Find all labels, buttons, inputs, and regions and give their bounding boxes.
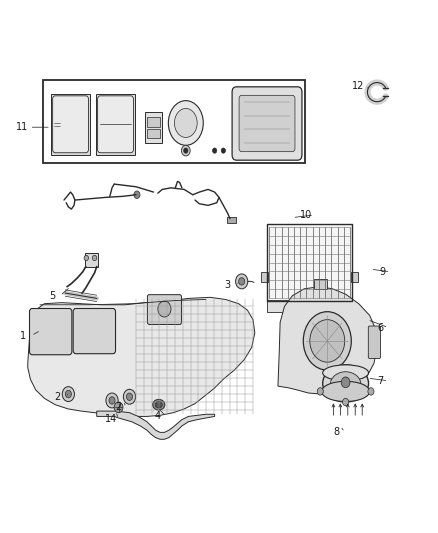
Circle shape (184, 148, 188, 154)
Ellipse shape (152, 399, 165, 410)
Bar (43, 80, 305, 163)
Circle shape (106, 393, 118, 408)
Bar (314, 279, 327, 289)
Text: 1: 1 (20, 330, 26, 341)
Ellipse shape (174, 108, 197, 138)
Circle shape (62, 386, 74, 401)
Circle shape (310, 320, 345, 362)
Circle shape (236, 274, 248, 289)
Bar (148, 117, 159, 127)
Circle shape (343, 398, 349, 406)
Circle shape (212, 148, 217, 154)
Bar (267, 300, 352, 312)
Circle shape (84, 255, 88, 261)
Text: 14: 14 (105, 414, 117, 424)
Circle shape (92, 255, 97, 261)
Polygon shape (51, 94, 90, 155)
FancyBboxPatch shape (368, 326, 381, 359)
Polygon shape (278, 287, 377, 394)
Text: 2: 2 (54, 392, 60, 402)
Bar (148, 129, 159, 139)
Polygon shape (267, 224, 352, 301)
Bar (85, 253, 98, 266)
Text: 7: 7 (378, 376, 384, 386)
Text: 8: 8 (334, 427, 340, 438)
Circle shape (368, 387, 374, 395)
Ellipse shape (323, 365, 368, 402)
Circle shape (134, 191, 140, 198)
Ellipse shape (330, 372, 361, 397)
Circle shape (341, 377, 350, 387)
Circle shape (221, 148, 226, 154)
Circle shape (114, 402, 123, 413)
Bar (227, 216, 236, 223)
FancyBboxPatch shape (239, 95, 295, 152)
Text: 2: 2 (116, 402, 122, 413)
Ellipse shape (323, 365, 368, 381)
Polygon shape (28, 297, 255, 416)
Text: 6: 6 (378, 322, 384, 333)
FancyBboxPatch shape (148, 295, 181, 325)
Text: 9: 9 (380, 267, 386, 277)
Ellipse shape (321, 381, 370, 401)
Circle shape (239, 278, 245, 285)
Circle shape (158, 301, 171, 317)
Circle shape (181, 146, 190, 156)
Polygon shape (97, 411, 215, 439)
Circle shape (65, 390, 71, 398)
Text: 5: 5 (49, 290, 55, 301)
FancyBboxPatch shape (53, 96, 88, 153)
Bar (351, 272, 358, 282)
Ellipse shape (168, 101, 203, 146)
Text: 12: 12 (352, 81, 364, 91)
Text: 4: 4 (155, 411, 161, 422)
Text: 3: 3 (225, 280, 231, 290)
Ellipse shape (155, 401, 162, 408)
Circle shape (109, 397, 115, 404)
FancyBboxPatch shape (232, 87, 302, 160)
Bar (261, 272, 268, 282)
Circle shape (303, 312, 351, 370)
FancyBboxPatch shape (29, 309, 72, 355)
Circle shape (317, 387, 323, 395)
Circle shape (127, 393, 133, 400)
Polygon shape (145, 112, 162, 143)
Circle shape (124, 389, 136, 404)
FancyBboxPatch shape (98, 96, 134, 153)
Polygon shape (96, 94, 135, 155)
Text: 10: 10 (300, 210, 312, 220)
Text: 11: 11 (15, 122, 28, 132)
Circle shape (343, 377, 349, 384)
FancyBboxPatch shape (73, 309, 116, 354)
